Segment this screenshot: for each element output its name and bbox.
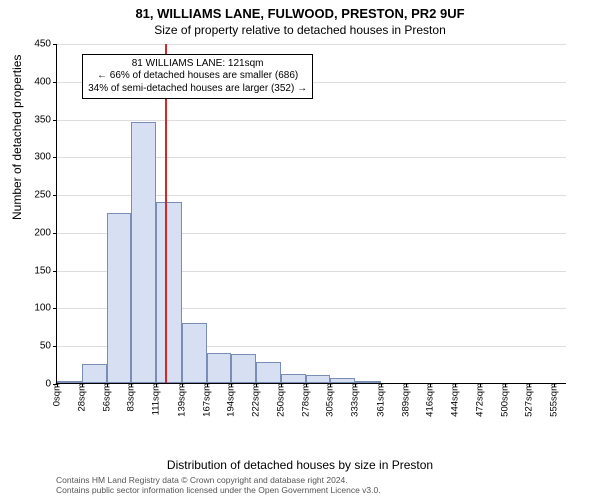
histogram-bar (107, 213, 131, 383)
annotation-line: 34% of semi-detached houses are larger (… (88, 83, 307, 96)
y-tick-label: 400 (34, 76, 51, 87)
footer-attribution: Contains HM Land Registry data © Crown c… (56, 476, 381, 496)
y-tick-label: 150 (34, 265, 51, 276)
histogram-bar (82, 364, 107, 383)
histogram-bar (256, 362, 281, 383)
y-axis-label: Number of detached properties (10, 55, 24, 220)
y-tick-mark (53, 271, 57, 272)
y-tick-label: 300 (34, 152, 51, 163)
x-tick-label: 333sqm (350, 383, 361, 417)
x-tick-label: 416sqm (424, 383, 435, 417)
x-tick-label: 56sqm (102, 383, 113, 412)
x-tick-label: 167sqm (201, 383, 212, 417)
y-tick-label: 0 (45, 379, 51, 390)
x-tick-label: 500sqm (500, 383, 511, 417)
y-tick-mark (53, 233, 57, 234)
x-tick-label: 389sqm (400, 383, 411, 417)
footer-line-2: Contains public sector information licen… (56, 486, 381, 496)
x-tick-label: 222sqm (250, 383, 261, 417)
x-tick-label: 0sqm (52, 383, 63, 406)
y-tick-mark (53, 44, 57, 45)
x-tick-label: 527sqm (524, 383, 535, 417)
y-tick-mark (53, 157, 57, 158)
plot-region: 0501001502002503003504004500sqm28sqm56sq… (56, 44, 566, 384)
x-tick-label: 444sqm (449, 383, 460, 417)
x-tick-label: 472sqm (475, 383, 486, 417)
x-tick-label: 361sqm (375, 383, 386, 417)
histogram-bar (207, 353, 231, 383)
y-tick-label: 250 (34, 190, 51, 201)
chart-title-main: 81, WILLIAMS LANE, FULWOOD, PRESTON, PR2… (0, 0, 600, 21)
y-tick-mark (53, 82, 57, 83)
y-tick-label: 100 (34, 303, 51, 314)
chart-area: 0501001502002503003504004500sqm28sqm56sq… (56, 44, 566, 414)
y-tick-mark (53, 120, 57, 121)
x-tick-label: 111sqm (151, 383, 162, 415)
x-tick-label: 28sqm (77, 383, 88, 412)
y-tick-mark (53, 346, 57, 347)
x-tick-label: 555sqm (549, 383, 560, 417)
y-tick-label: 350 (34, 114, 51, 125)
x-tick-label: 305sqm (325, 383, 336, 417)
y-tick-label: 450 (34, 39, 51, 50)
histogram-bar (231, 354, 256, 383)
gridline (57, 120, 566, 121)
x-tick-label: 194sqm (225, 383, 236, 417)
chart-title-sub: Size of property relative to detached ho… (0, 21, 600, 37)
histogram-bar (281, 374, 306, 383)
annotation-line: 81 WILLIAMS LANE: 121sqm (88, 58, 307, 71)
annotation-line: ← 66% of detached houses are smaller (68… (88, 70, 307, 83)
y-tick-label: 200 (34, 227, 51, 238)
y-tick-mark (53, 308, 57, 309)
y-tick-mark (53, 195, 57, 196)
x-tick-label: 139sqm (176, 383, 187, 417)
histogram-bar (156, 202, 181, 383)
x-tick-label: 250sqm (276, 383, 287, 417)
y-tick-label: 50 (40, 341, 51, 352)
x-tick-label: 278sqm (301, 383, 312, 417)
x-tick-label: 83sqm (126, 383, 137, 412)
annotation-box: 81 WILLIAMS LANE: 121sqm← 66% of detache… (82, 54, 313, 100)
x-axis-label: Distribution of detached houses by size … (0, 458, 600, 472)
histogram-bar (131, 122, 156, 383)
histogram-bar (182, 323, 207, 383)
gridline (57, 44, 566, 45)
